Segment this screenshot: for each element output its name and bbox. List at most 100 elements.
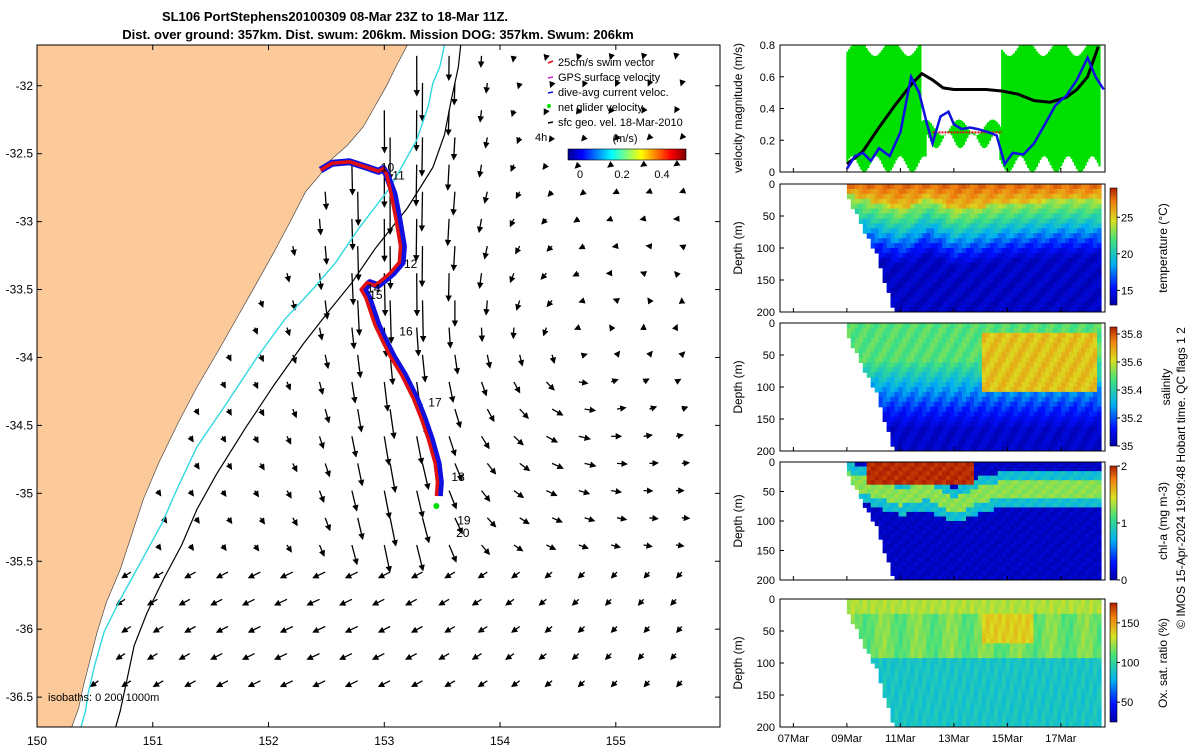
chl-a-cell <box>1081 566 1086 572</box>
temperature-cell <box>950 252 955 259</box>
salinity-cell <box>981 337 987 344</box>
salinity-cell <box>1049 332 1054 339</box>
temperature-cell <box>930 307 935 312</box>
current-vector <box>291 408 298 419</box>
temperature-cell <box>1021 282 1027 288</box>
current-vector <box>581 134 588 142</box>
temperature-cell <box>874 248 880 254</box>
temperature-cell <box>1013 208 1019 215</box>
current-vector <box>642 378 650 385</box>
temperature-cell <box>1073 252 1078 259</box>
temperature-cell <box>1097 257 1102 264</box>
chl-a-cell <box>918 570 923 576</box>
temperature-cell <box>886 184 892 190</box>
chl-a-cell <box>1033 539 1039 545</box>
chl-a-cell <box>934 525 939 531</box>
salinity-cell <box>1025 332 1031 339</box>
salinity-cell <box>1045 332 1050 339</box>
salinity-cell <box>1097 382 1102 388</box>
chl-a-cell <box>970 566 975 572</box>
temperature-cell <box>922 184 927 190</box>
chl-a-cell <box>866 498 872 504</box>
chl-a-cell <box>1069 511 1074 517</box>
chl-a-cell <box>930 502 935 508</box>
temperature-cell <box>1005 307 1011 312</box>
chl-a-cell <box>938 570 943 576</box>
chl-a-cell <box>1001 493 1007 499</box>
salinity-cell <box>973 426 979 432</box>
temperature-cell <box>1009 208 1015 215</box>
chl-a-cell <box>1057 539 1062 545</box>
salinity-cell <box>1025 391 1031 398</box>
chl-a-cell <box>1057 489 1062 495</box>
temperature-cell <box>898 243 904 249</box>
salinity-cell <box>1061 426 1066 432</box>
temperature-cell <box>926 193 931 200</box>
temperature-cell <box>874 184 880 190</box>
chl-a-cell <box>886 493 892 499</box>
chl-a-cell <box>1081 552 1086 558</box>
temperature-ylabel: Depth (m) <box>731 221 745 274</box>
chl-a-cell <box>985 521 991 527</box>
temperature-cell <box>1017 208 1023 215</box>
chl-a-cell <box>902 566 908 572</box>
salinity-cell <box>898 406 904 413</box>
temperature-cell <box>1065 257 1070 264</box>
chl-a-cell <box>1045 507 1050 513</box>
salinity-cell <box>1009 327 1015 334</box>
salinity-cell <box>1013 382 1019 388</box>
temperature-cell <box>993 213 999 219</box>
salinity-cell <box>1085 352 1090 358</box>
temperature-cell <box>1029 233 1035 239</box>
temperature-cell <box>989 302 995 308</box>
chl-a-cell <box>922 566 927 572</box>
chl-a-cell <box>1005 575 1011 580</box>
temperature-cell <box>1065 248 1070 254</box>
temperature-cell <box>981 277 987 283</box>
current-vector <box>616 405 627 412</box>
temperature-cell <box>950 257 955 264</box>
chl-a-cell <box>985 498 991 504</box>
chl-a-cell <box>1021 575 1027 580</box>
current-vector <box>679 132 687 140</box>
temperature-cell <box>1081 297 1086 303</box>
temperature-cell <box>973 252 979 259</box>
chl-a-cell <box>886 498 892 504</box>
current-vector <box>371 653 385 660</box>
salinity-cell <box>1097 332 1102 339</box>
temperature-cell <box>958 213 963 219</box>
temperature-cell <box>1021 257 1027 264</box>
salinity-cell <box>886 377 892 383</box>
salinity-cell <box>942 411 947 418</box>
chl-a-cell <box>950 462 955 468</box>
salinity-cell <box>1001 382 1007 388</box>
chl-a-cell <box>1069 534 1074 540</box>
temperature-cell <box>914 262 919 269</box>
temperature-cell <box>1097 213 1102 219</box>
salinity-cell <box>1081 416 1086 422</box>
chl-a-cell <box>958 471 963 477</box>
salinity-cell <box>1065 411 1070 418</box>
salinity-cell <box>1081 382 1086 388</box>
salinity-cell <box>918 377 923 383</box>
salinity-cell <box>878 367 884 373</box>
chl-a-cell <box>1053 548 1058 554</box>
current-vector <box>354 191 362 227</box>
chl-a-cell <box>918 543 923 549</box>
salinity-cell <box>942 396 947 403</box>
salinity-cell <box>1077 362 1082 368</box>
salinity-cell <box>942 372 947 378</box>
chl-a-cell <box>1025 475 1031 481</box>
salinity-cell <box>1061 441 1066 447</box>
salinity-cell <box>898 441 904 447</box>
current-vector <box>448 381 456 403</box>
chl-a-cell <box>1037 480 1043 486</box>
temperature-cell <box>1085 248 1090 254</box>
salinity-cell <box>910 431 915 437</box>
chl-a-cell <box>1057 575 1062 580</box>
temperature-cell <box>938 257 943 264</box>
chl-a-cell <box>926 561 931 567</box>
salinity-cell <box>1041 367 1046 373</box>
temperature-cell <box>985 188 991 195</box>
chl-a-cell <box>1013 507 1019 513</box>
